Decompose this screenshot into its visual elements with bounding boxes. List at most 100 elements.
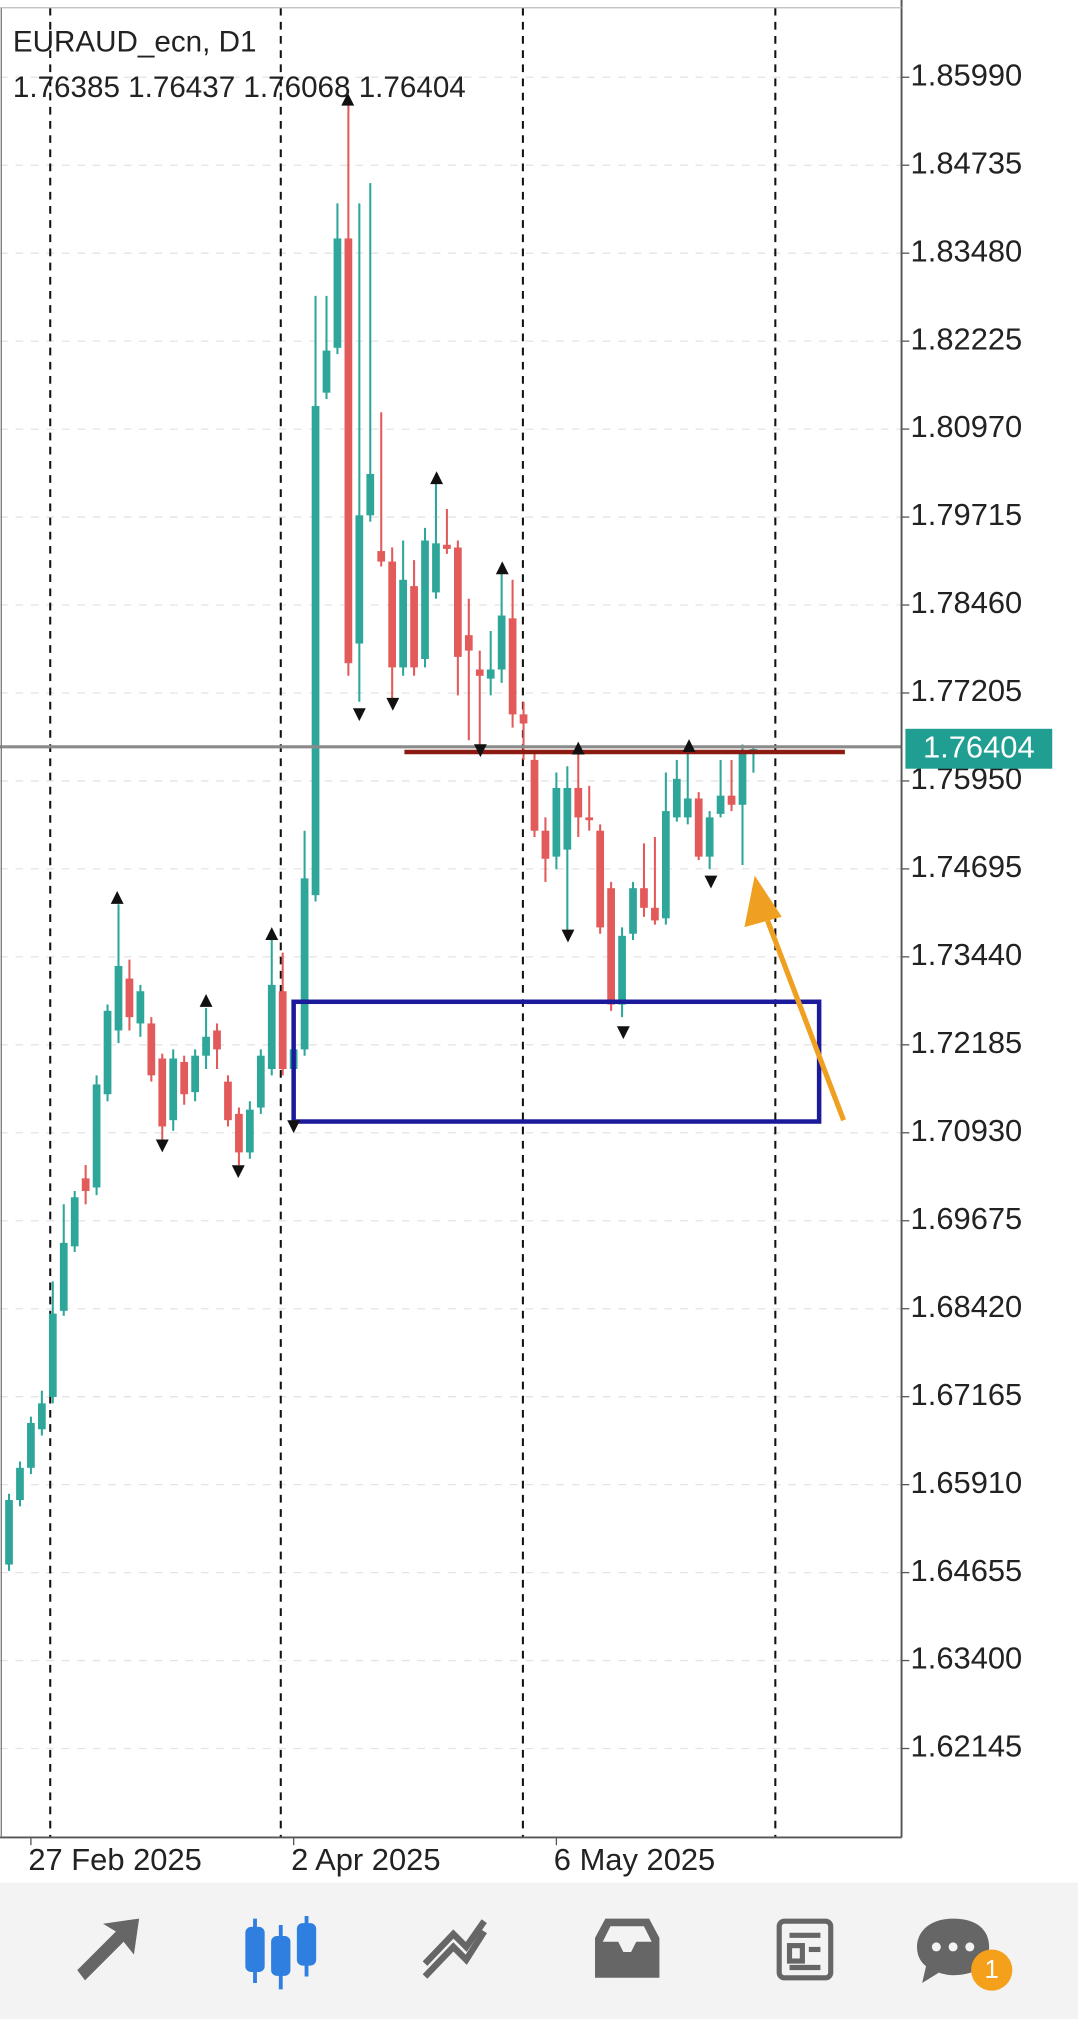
candle-body <box>377 551 386 562</box>
y-tick-label: 1.68420 <box>911 1289 1023 1324</box>
fractals <box>110 92 718 1179</box>
axes: 1.85990 1.84735 1.83480 1.82225 1.80970 1.797… <box>28 57 1022 1877</box>
candle-body <box>27 1422 35 1468</box>
last-price-label: 1.76404 <box>923 730 1035 765</box>
candle-body <box>640 888 648 908</box>
candle-body <box>453 547 462 657</box>
candle-body <box>508 618 517 715</box>
y-tick-label: 1.72185 <box>911 1025 1023 1060</box>
candle-body <box>530 759 539 831</box>
candle-body <box>727 795 736 805</box>
candle-body <box>114 965 123 1031</box>
y-tick-label: 1.77205 <box>911 673 1023 708</box>
candle-body <box>322 350 331 393</box>
y-tick-label: 1.67165 <box>911 1377 1023 1412</box>
candle-body <box>574 787 583 818</box>
icon-body <box>296 1923 317 1966</box>
candle-body <box>59 1242 68 1311</box>
candle-body <box>497 615 506 670</box>
icon-news-block <box>786 1943 805 1964</box>
nav-signals[interactable] <box>422 1919 487 1979</box>
candle-body <box>245 1109 254 1153</box>
ohlc-header: 1.76385 1.76437 1.76068 1.76404 <box>13 71 466 104</box>
candle-body <box>421 540 429 659</box>
fractal-down <box>704 875 718 889</box>
fractal-down <box>155 1139 169 1153</box>
badge <box>971 1949 1013 1991</box>
icon-news <box>776 1918 834 1981</box>
candle-body <box>519 714 528 724</box>
x-tick-label: 27 Feb 2025 <box>28 1842 202 1877</box>
nav-chat[interactable]: 1 <box>917 1918 1013 1991</box>
candle-body <box>191 1055 199 1093</box>
x-tick-label: 6 May 2025 <box>554 1842 715 1877</box>
y-tick-label: 1.73440 <box>911 937 1023 972</box>
candle-body <box>278 991 287 1070</box>
candle-body <box>92 1084 101 1188</box>
symbol-title: EURAUD_ecn, D1 <box>13 26 257 59</box>
candle-body <box>716 795 725 814</box>
nav-news[interactable] <box>776 1918 834 1981</box>
candle-body <box>661 811 670 919</box>
candle-body <box>552 787 561 857</box>
candle-body <box>399 579 407 668</box>
candle-body <box>224 1081 232 1121</box>
y-tick-label: 1.65910 <box>911 1465 1023 1500</box>
y-tick-label: 1.84735 <box>911 145 1023 180</box>
icon-dot <box>931 1942 941 1952</box>
x-tick-label: 2 Apr 2025 <box>291 1842 440 1877</box>
y-tick-label: 1.74695 <box>911 849 1023 884</box>
candle-body <box>169 1058 178 1121</box>
y-tick-label: 1.70930 <box>911 1113 1023 1148</box>
candle-body <box>683 798 692 818</box>
candle-body <box>672 778 681 818</box>
candle-body <box>81 1178 90 1191</box>
candle-body <box>541 830 550 859</box>
y-tick-label: 1.69675 <box>911 1201 1023 1236</box>
candle-body <box>37 1403 46 1430</box>
candle-body <box>388 561 397 668</box>
candle-body <box>300 878 309 1050</box>
nav-inbox[interactable] <box>595 1918 660 1978</box>
candle-body <box>136 991 145 1024</box>
y-tick-label: 1.85990 <box>911 57 1023 92</box>
fractal-down <box>561 929 575 943</box>
nav-chart[interactable] <box>245 1915 317 1990</box>
period-separators <box>49 7 777 1838</box>
candle-body <box>607 888 615 1005</box>
fractal-down <box>352 708 366 722</box>
candles <box>5 103 758 1571</box>
grid-layer <box>0 76 902 1750</box>
candle-body <box>158 1058 167 1127</box>
candle-body <box>596 830 605 928</box>
icon-dot <box>965 1942 975 1952</box>
candle-body <box>366 473 375 516</box>
y-tick-label: 1.64655 <box>911 1553 1023 1588</box>
ohlc-low: 1.76068 <box>243 71 350 104</box>
candle-body <box>344 238 353 664</box>
fractal-down <box>473 744 487 758</box>
badge-count: 1 <box>985 1956 999 1984</box>
candle-body <box>705 817 714 857</box>
bottom-nav <box>0 1882 1078 2019</box>
y-tick-label: 1.80970 <box>911 409 1023 444</box>
fractal-up <box>571 741 585 755</box>
y-tick-label: 1.79715 <box>911 497 1023 532</box>
candle-body <box>464 635 473 651</box>
fractal-up <box>682 739 696 752</box>
candle-body <box>618 935 626 1005</box>
fractal-up <box>495 561 509 575</box>
fractal-up <box>265 927 279 940</box>
candle-body <box>48 1313 57 1398</box>
icon-body <box>271 1935 291 1976</box>
nav-trade[interactable] <box>77 1918 140 1981</box>
candle-body <box>267 984 276 1070</box>
arrow-shaft <box>765 919 847 1122</box>
candle-body <box>475 669 484 676</box>
fractal-up <box>430 471 444 485</box>
fractal-down <box>616 1026 630 1040</box>
candle-body <box>563 787 572 850</box>
